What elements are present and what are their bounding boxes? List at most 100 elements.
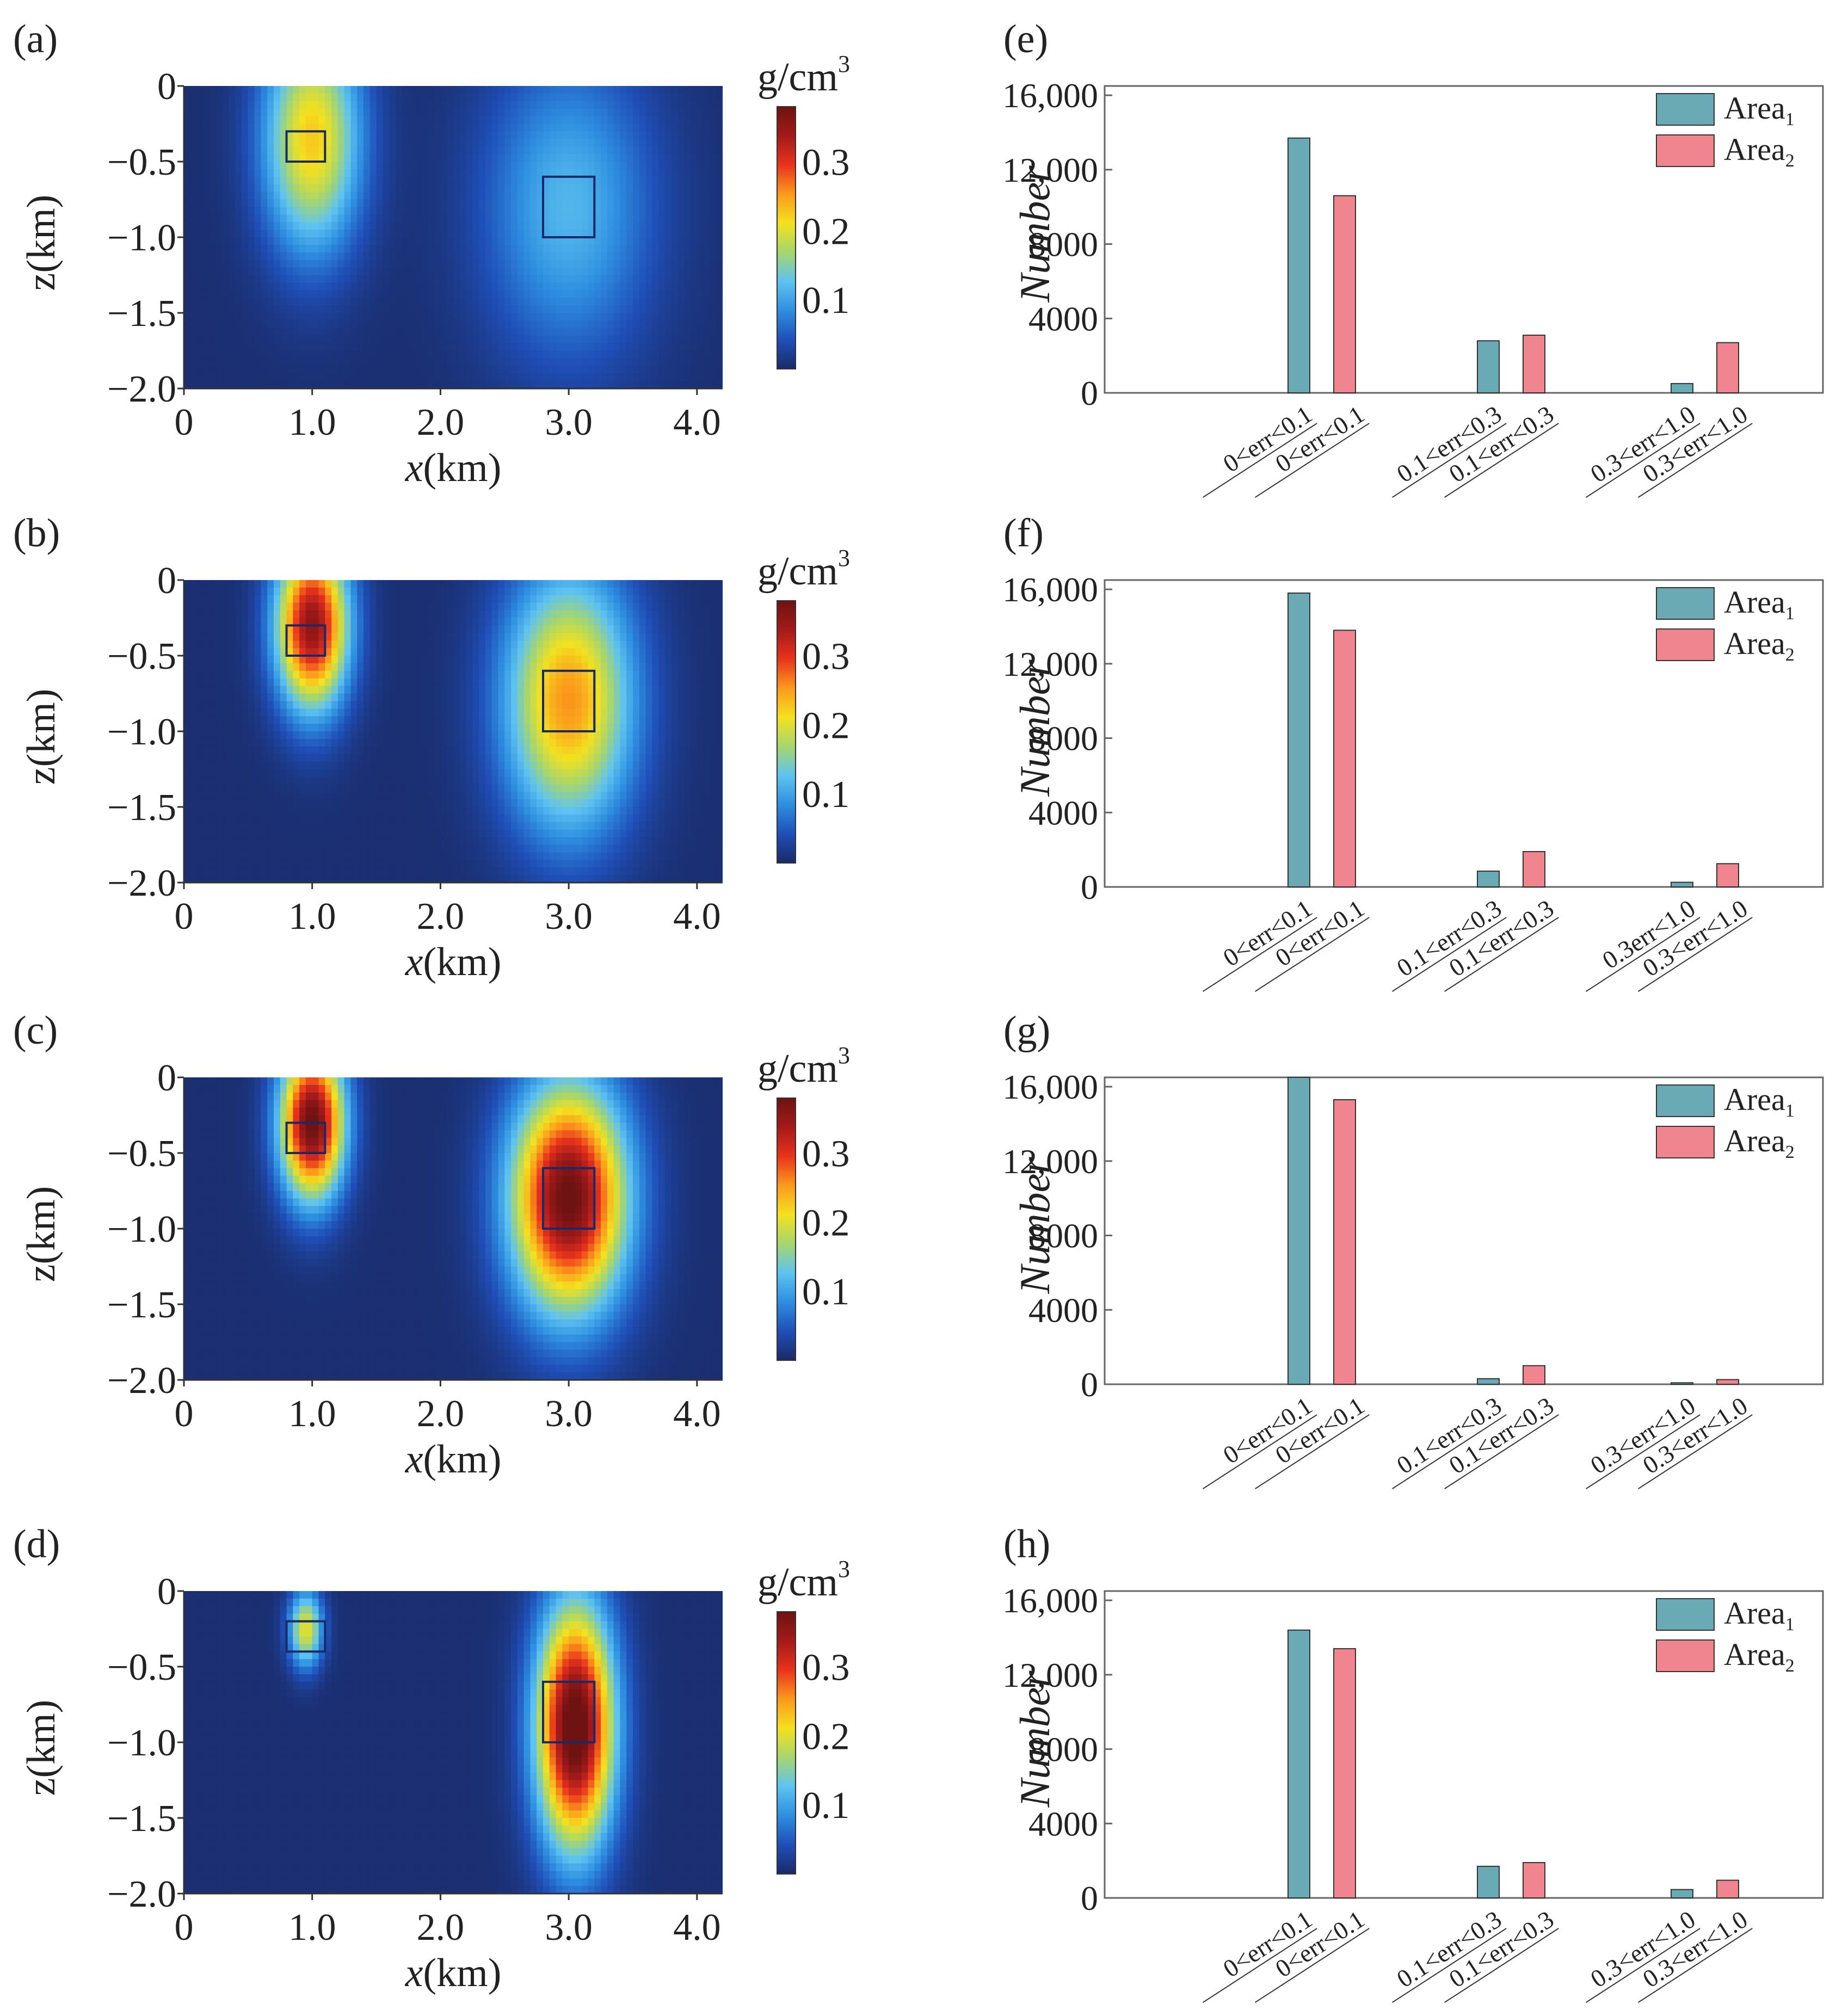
plot-frame bbox=[1104, 579, 1824, 888]
y-tick-label: 4000 bbox=[1028, 1804, 1098, 1843]
legend-label: Area2 bbox=[1724, 626, 1795, 665]
legend-swatch-area1 bbox=[1656, 1084, 1715, 1117]
z-tick-label: −0.5 bbox=[107, 636, 176, 677]
y-tick-label: 16,000 bbox=[1002, 1068, 1098, 1106]
z-tick-label: −1.0 bbox=[107, 1722, 176, 1764]
x-tick-label: 0 bbox=[175, 402, 194, 443]
plot-frame bbox=[1104, 1590, 1824, 1899]
anomaly-box-2 bbox=[542, 669, 596, 733]
y-tick-label: 8000 bbox=[1028, 719, 1098, 758]
panel-label: (c) bbox=[13, 1008, 58, 1053]
density-heatmap bbox=[184, 86, 723, 389]
x-axis-label: x(km) bbox=[405, 1951, 502, 1995]
x-tick-label: 2.0 bbox=[417, 1907, 465, 1949]
panel-label: (d) bbox=[13, 1522, 60, 1567]
z-tick-label: 0 bbox=[157, 1057, 176, 1099]
anomaly-box-1 bbox=[285, 1620, 326, 1653]
x-axis-label: x(km) bbox=[405, 1437, 502, 1482]
x-tick-label: 4.0 bbox=[673, 1393, 721, 1435]
density-panel-3: (c) 0 1.0 2.0 3.0 4.0 0 −0.5 −1.0 −1.5 −2.0 x(km) z(… bbox=[13, 1008, 850, 1482]
legend-swatch-area2 bbox=[1656, 1639, 1715, 1672]
bar-area2-2 bbox=[1523, 1862, 1545, 1898]
x-tick-label: 0 bbox=[175, 1907, 194, 1949]
panel-label: (e) bbox=[1003, 17, 1048, 61]
bar-area2-1 bbox=[1333, 195, 1356, 393]
legend-label: Area1 bbox=[1724, 1595, 1795, 1635]
bar-area1-1 bbox=[1287, 1077, 1310, 1385]
bar-area1-3 bbox=[1671, 881, 1693, 888]
colorbar bbox=[777, 1611, 796, 1875]
legend-swatch-area2 bbox=[1656, 1126, 1715, 1158]
colorbar-tick-label: 0.3 bbox=[802, 141, 850, 183]
y-tick-label: 4000 bbox=[1028, 299, 1098, 338]
bar-area2-2 bbox=[1523, 335, 1545, 394]
legend-label: Area2 bbox=[1724, 132, 1795, 171]
legend-label: Area1 bbox=[1724, 90, 1795, 130]
colorbar-tick-label: 0.3 bbox=[802, 1647, 850, 1688]
colorbar-unit: g/cm3 bbox=[757, 1556, 850, 1605]
bar-area2-3 bbox=[1716, 863, 1739, 887]
panel-label: (g) bbox=[1003, 1008, 1050, 1053]
bar-area2-2 bbox=[1523, 851, 1545, 888]
bar-area1-3 bbox=[1671, 1382, 1693, 1385]
bar-area2-1 bbox=[1333, 1648, 1356, 1898]
z-tick-label: −2.0 bbox=[107, 862, 176, 904]
histogram-panel-1: (e)16,00012,000800040000Number0<err<0.10… bbox=[1002, 17, 1824, 498]
colorbar-unit: g/cm3 bbox=[757, 1042, 850, 1091]
y-axis-label: Number bbox=[1011, 165, 1058, 303]
bar-area1-2 bbox=[1477, 1865, 1500, 1898]
density-panel-1: (a) 0 1.0 2.0 3.0 4.0 0 −0.5 −1.0 −1.5 −2.0 x(km) z(… bbox=[13, 17, 850, 490]
histogram-panel-4: (h)16,00012,000800040000Number0<err<0.10… bbox=[1002, 1522, 1824, 2003]
density-heatmap bbox=[184, 1077, 723, 1380]
z-tick-label: −1.0 bbox=[107, 711, 176, 753]
legend-label: Area1 bbox=[1724, 1082, 1795, 1121]
y-tick-label: 4000 bbox=[1028, 793, 1098, 832]
y-tick-label: 8000 bbox=[1028, 1217, 1098, 1255]
legend-label: Area1 bbox=[1724, 584, 1795, 624]
density-panels: (a) 0 1.0 2.0 3.0 4.0 0 −0.5 −1.0 −1.5 −2.0 x(km) z(… bbox=[13, 17, 850, 1995]
z-axis-label: z(km) bbox=[19, 1700, 64, 1796]
bar-area1-1 bbox=[1287, 137, 1310, 394]
z-tick-label: −2.0 bbox=[107, 1360, 176, 1402]
x-tick-label: 1.0 bbox=[288, 402, 336, 443]
legend-swatch-area2 bbox=[1656, 628, 1715, 661]
x-tick-label: 4.0 bbox=[673, 896, 721, 938]
y-tick-label: 0 bbox=[1081, 1879, 1098, 1918]
colorbar-tick-label: 0.2 bbox=[802, 1716, 850, 1758]
y-tick-label: 12,000 bbox=[1002, 151, 1098, 189]
legend-swatch-area1 bbox=[1656, 587, 1715, 620]
y-tick-label: 0 bbox=[1081, 868, 1098, 907]
histogram-panels: (e)16,00012,000800040000Number0<err<0.10… bbox=[1002, 17, 1824, 2003]
z-tick-label: −0.5 bbox=[107, 1647, 176, 1688]
x-tick-label: 3.0 bbox=[545, 1393, 593, 1435]
bar-area1-2 bbox=[1477, 870, 1500, 887]
z-axis-label: z(km) bbox=[19, 689, 64, 785]
z-tick-label: −1.5 bbox=[107, 787, 176, 829]
z-tick-label: −0.5 bbox=[107, 1133, 176, 1175]
x-axis-label: x(km) bbox=[405, 446, 502, 490]
anomaly-box-2 bbox=[542, 1680, 596, 1744]
z-axis-label: z(km) bbox=[19, 1186, 64, 1283]
y-tick-label: 16,000 bbox=[1002, 570, 1098, 609]
bar-area1-2 bbox=[1477, 1378, 1500, 1385]
plot-frame bbox=[1104, 85, 1824, 394]
histogram-panel-2: (f)16,00012,000800040000Number0<err<0.10… bbox=[1002, 511, 1824, 992]
bar-area2-3 bbox=[1716, 342, 1739, 394]
x-tick-label: 0 bbox=[175, 896, 194, 938]
y-tick-label: 4000 bbox=[1028, 1291, 1098, 1329]
anomaly-box-2 bbox=[542, 175, 596, 238]
x-tick-label: 3.0 bbox=[545, 402, 593, 443]
density-panel-4: (d) 0 1.0 2.0 3.0 4.0 0 −0.5 −1.0 −1.5 −2.0 x(km) z(… bbox=[13, 1522, 850, 1995]
y-tick-label: 0 bbox=[1081, 374, 1098, 412]
bar-area1-1 bbox=[1287, 592, 1310, 887]
legend-swatch-area1 bbox=[1656, 1598, 1715, 1631]
legend-swatch-area2 bbox=[1656, 134, 1715, 167]
bar-area1-3 bbox=[1671, 1889, 1693, 1898]
x-tick-label: 2.0 bbox=[417, 402, 465, 443]
y-axis-label: Number bbox=[1011, 659, 1058, 797]
plot-frame bbox=[1104, 1076, 1824, 1385]
colorbar-tick-label: 0.2 bbox=[802, 705, 850, 747]
density-panel-2: (b) 0 1.0 2.0 3.0 4.0 0 −0.5 −1.0 −1.5 −2.0 x(km) z(… bbox=[13, 511, 850, 984]
x-tick-label: 1.0 bbox=[288, 896, 336, 938]
histogram-panel-3: (g)16,00012,000800040000Number0<err<0.10… bbox=[1002, 1008, 1824, 1489]
